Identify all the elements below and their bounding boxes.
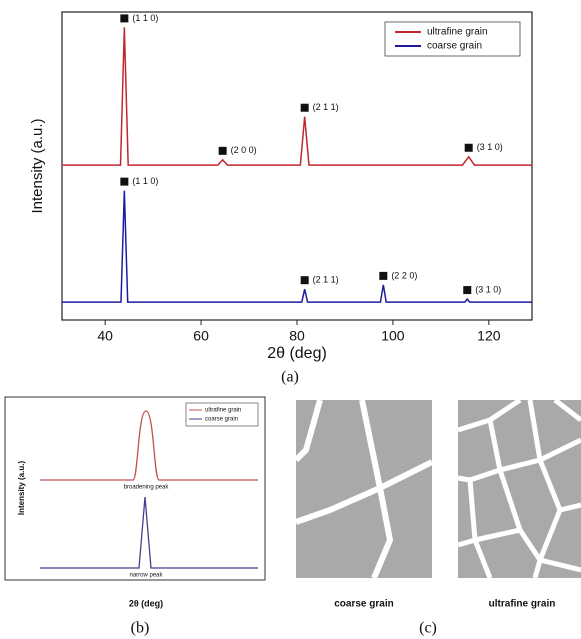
peak-label: (2 0 0) [231,145,257,155]
x-tick-label: 100 [381,328,405,344]
panel-b: Intensity (a.u.) ultrafine grain coarse … [4,396,266,637]
peak-marker [120,14,129,23]
broad-peak [40,410,258,481]
peak-label: (3 1 0) [477,142,503,152]
peak-label: (1 1 0) [132,176,158,186]
legend-label: ultrafine grain [427,27,488,38]
caption: (b) [131,620,150,637]
image-label: ultrafine grain [489,599,556,610]
peak-marker [463,286,472,295]
image-label: coarse grain [334,599,393,610]
series-line [62,190,532,303]
peak-label: (1 1 0) [132,13,158,23]
legend-box [185,402,259,427]
x-tick-label: 40 [97,328,113,344]
schematic-frame [4,396,266,581]
series-line [62,27,532,166]
legend-label: coarse grain [427,41,482,52]
peak-marker [300,103,309,112]
plot-frame [61,11,533,321]
peak-marker [120,177,129,186]
peak-marker [379,271,388,280]
legend-box [384,21,521,57]
peak-label: (2 2 0) [391,270,417,280]
panel-c: coarse grain ultrafine grain (c) [293,397,581,637]
narrow-peak [40,496,258,569]
peak-label: (3 1 0) [475,284,501,294]
grain-boundaries [293,399,434,580]
x-tick-label: 120 [477,328,501,344]
annotation: narrow peak [129,573,163,579]
caption: (c) [419,620,437,637]
x-tick-label: 60 [193,328,209,344]
x-axis-label: 2θ (deg) [267,345,327,362]
grain-boundaries [457,397,581,579]
y-axis-label: Intensity (a.u.) [17,461,26,516]
peak-label: (2 1 1) [313,102,339,112]
peak-marker [218,146,227,155]
caption: (a) [281,369,299,386]
peak-marker [464,143,473,152]
x-axis-label: 2θ (deg) [129,598,163,608]
legend-label: ultrafine grain [205,408,241,414]
y-axis-label: Intensity (a.u.) [29,118,46,213]
grain-image [296,400,432,578]
x-tick-label: 80 [289,328,305,344]
legend-label: coarse grain [205,417,238,423]
peak-marker [300,276,309,285]
annotation: broadening peak [124,485,170,491]
peak-label: (2 1 1) [313,275,339,285]
